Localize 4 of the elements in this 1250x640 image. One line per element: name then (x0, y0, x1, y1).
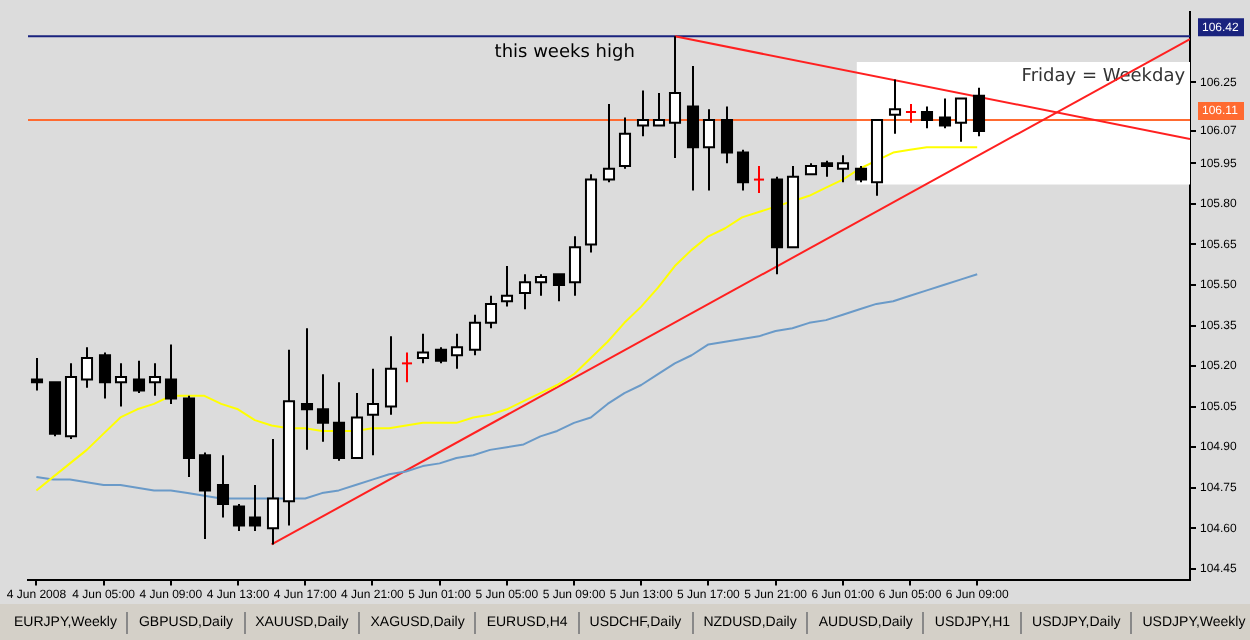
candlestick (904, 102, 918, 124)
annotation: this weeks high (494, 43, 635, 64)
candlestick (752, 165, 766, 195)
candlestick (400, 351, 414, 384)
